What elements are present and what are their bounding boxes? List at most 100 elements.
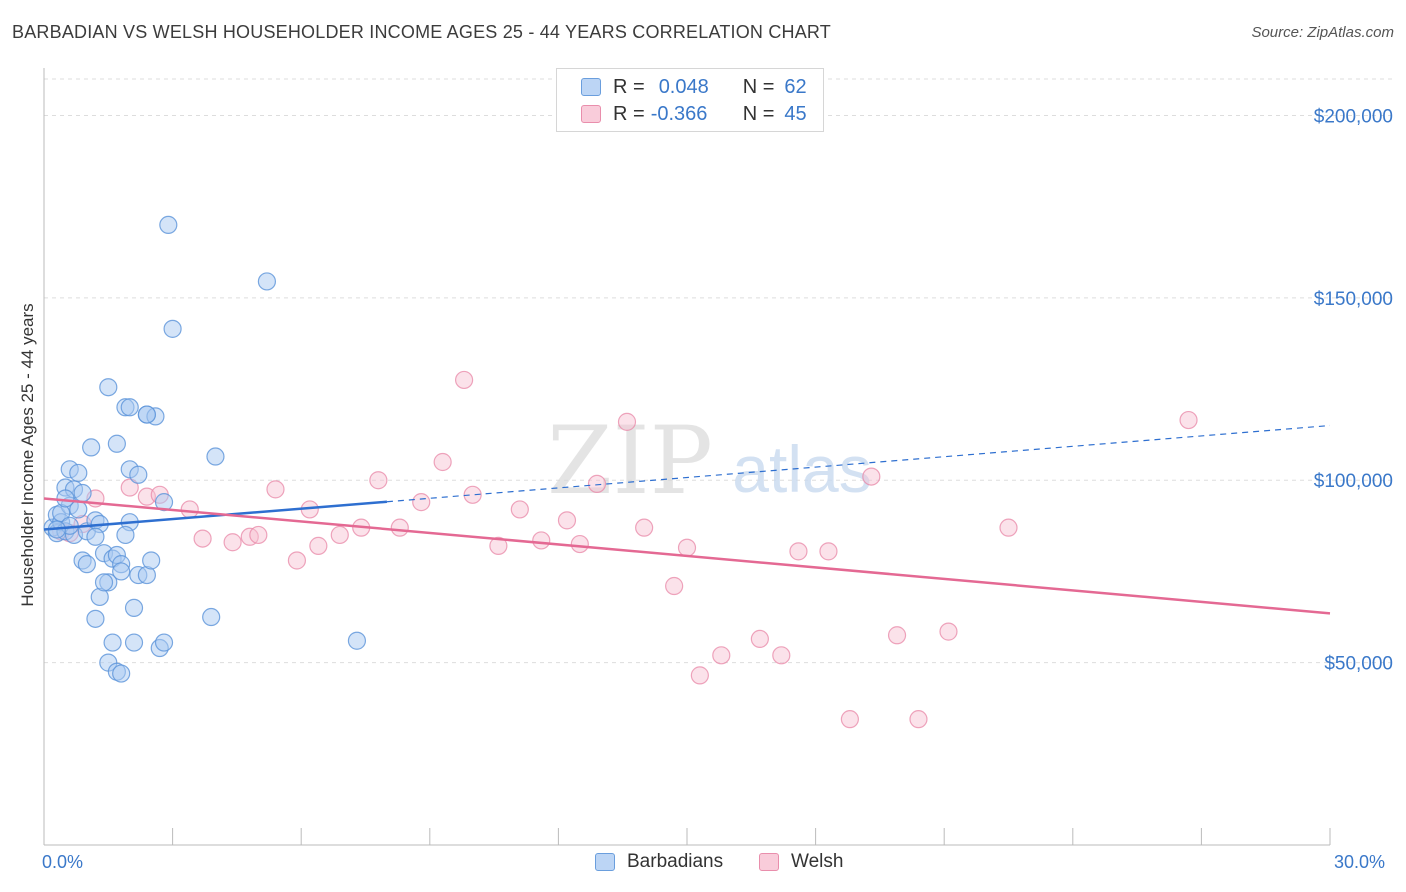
legend-r-label-1: R = <box>613 75 645 98</box>
barbadian-point-55 <box>77 555 96 574</box>
welsh-point-43 <box>909 710 928 729</box>
bottom-swatch-welsh <box>759 853 779 871</box>
axes <box>43 68 1331 846</box>
barbadian-point-52 <box>347 631 367 650</box>
legend-r-value-2: -0.366 <box>650 102 708 125</box>
welsh-point-13 <box>287 551 307 570</box>
barbadian-point-50 <box>206 447 225 466</box>
barbadian-points <box>43 215 367 683</box>
welsh-point-26 <box>532 531 551 550</box>
legend-n-value-1: 62 <box>784 75 807 98</box>
y-axis-label: Householder Income Ages 25 - 44 years <box>18 303 37 607</box>
welsh-point-34 <box>690 666 709 685</box>
welsh-point-19 <box>390 518 409 537</box>
welsh-point-18 <box>369 471 388 490</box>
barbadian-point-31 <box>103 633 122 652</box>
welsh-trend-line <box>43 497 1331 615</box>
welsh-point-23 <box>463 485 482 504</box>
legend-r-value-1: 0.048 <box>658 75 709 98</box>
barbadian-point-49 <box>202 607 221 627</box>
barbadian-point-29 <box>124 598 144 618</box>
x-tick-min: 0.0% <box>42 852 84 872</box>
barbadian-point-56 <box>86 527 105 546</box>
welsh-point-11 <box>249 525 268 545</box>
welsh-point-38 <box>789 542 808 561</box>
welsh-point-16 <box>330 525 349 545</box>
barbadian-point-59 <box>120 398 139 417</box>
barbadian-point-61 <box>129 465 148 484</box>
bottom-legend-welsh: Welsh <box>759 851 843 873</box>
bottom-legend-barbadians: Barbadians <box>595 851 723 873</box>
legend-swatch-barbadians <box>581 78 601 96</box>
bottom-legend-label-barbadians: Barbadians <box>627 851 724 872</box>
barbadian-point-9 <box>69 463 88 483</box>
barbadian-point-10 <box>73 483 92 503</box>
watermark-zip: ZIP <box>547 407 713 516</box>
barbadian-point-54 <box>56 489 75 508</box>
chart-title: BARBADIAN VS WELSH HOUSEHOLDER INCOME AG… <box>12 22 831 42</box>
welsh-point-46 <box>1179 410 1198 430</box>
welsh-point-24 <box>489 536 508 555</box>
welsh-point-40 <box>840 710 859 729</box>
y-tick-label-1: $100,000 <box>1314 471 1393 492</box>
legend-r-label-2: R = <box>613 102 645 125</box>
welsh-point-22 <box>454 370 474 390</box>
chart-source: Source: ZipAtlas.com <box>1251 24 1394 41</box>
welsh-point-37 <box>772 646 791 665</box>
welsh-point-39 <box>819 542 838 561</box>
welsh-point-15 <box>309 536 328 555</box>
legend-n-label-1: N = <box>742 75 775 98</box>
watermark-atlas: atlas <box>732 432 871 506</box>
welsh-point-4 <box>120 478 139 497</box>
welsh-point-21 <box>433 452 452 472</box>
barbadian-point-47 <box>163 319 182 338</box>
welsh-point-45 <box>999 518 1018 537</box>
x-tick-max: 30.0% <box>1334 852 1386 872</box>
barbadian-point-27 <box>112 562 131 581</box>
grid-lines <box>44 78 1393 664</box>
welsh-point-20 <box>412 493 431 512</box>
welsh-point-7 <box>180 500 199 519</box>
barbadian-point-46 <box>154 493 174 512</box>
welsh-point-33 <box>677 538 697 557</box>
barbadian-point-34 <box>124 633 144 652</box>
stats-legend: R = 0.048 N = 62 R = -0.366 N = 45 <box>556 68 824 132</box>
welsh-point-41 <box>862 467 881 486</box>
bottom-swatch-barbadians <box>595 853 615 871</box>
y-tick-labels: $50,000 $100,000 $150,000 $200,000 <box>1314 106 1393 674</box>
welsh-point-35 <box>712 646 731 665</box>
y-tick-label-3: $200,000 <box>1314 106 1393 127</box>
legend-n-label-2: N = <box>742 102 775 125</box>
trend-lines <box>43 424 1331 615</box>
welsh-point-28 <box>570 534 589 554</box>
welsh-point-30 <box>617 412 637 431</box>
welsh-point-44 <box>939 622 958 641</box>
barbadian-point-14 <box>82 438 101 457</box>
barbadian-point-51 <box>257 272 277 291</box>
barbadian-point-23 <box>116 525 135 545</box>
barbadian-point-40 <box>107 434 126 453</box>
welsh-point-12 <box>266 480 285 499</box>
barbadian-point-48 <box>159 215 178 235</box>
y-tick-label-2: $150,000 <box>1314 289 1393 310</box>
legend-swatch-welsh <box>581 105 601 123</box>
barbadian-point-38 <box>154 633 174 652</box>
barbadian-point-36 <box>112 664 131 683</box>
barbadian-point-39 <box>142 551 161 570</box>
welsh-point-9 <box>223 533 242 552</box>
barbadians-trend-solid <box>43 500 388 531</box>
welsh-point-31 <box>635 518 654 537</box>
welsh-point-25 <box>510 500 529 519</box>
legend-row-welsh: R = -0.366 N = 45 <box>581 101 807 127</box>
welsh-point-32 <box>665 576 684 596</box>
welsh-point-29 <box>587 474 607 493</box>
welsh-point-36 <box>750 629 769 649</box>
bottom-legend-label-welsh: Welsh <box>791 851 844 872</box>
watermark: ZIP atlas <box>547 407 872 516</box>
barbadian-point-26 <box>86 609 105 628</box>
welsh-point-27 <box>557 511 577 530</box>
barbadian-point-60 <box>137 405 156 424</box>
welsh-point-8 <box>193 529 212 548</box>
barbadian-point-32 <box>94 573 114 592</box>
